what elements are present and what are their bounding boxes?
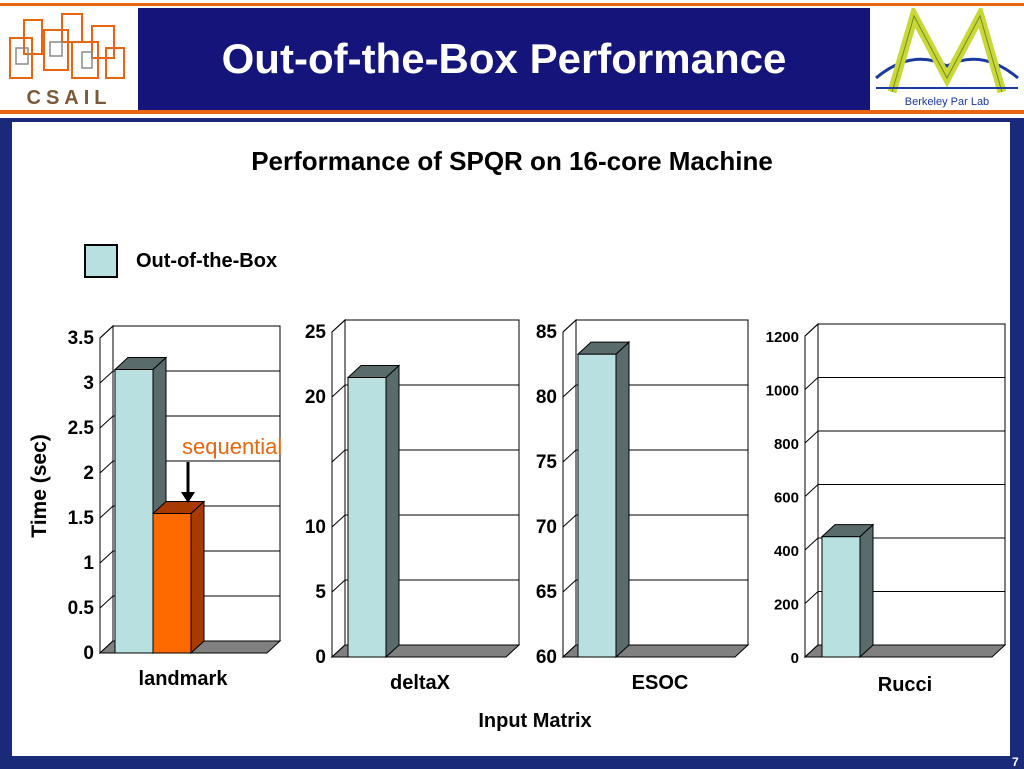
gridline-side — [99, 370, 114, 384]
y-tick-label: 1.5 — [68, 508, 95, 529]
legend-swatch — [84, 244, 118, 278]
gridline-side — [331, 579, 346, 593]
y-tick-label: 60 — [536, 647, 557, 668]
gridline-side — [804, 323, 819, 337]
slide-title: Out-of-the-Box Performance — [221, 35, 787, 82]
gridline-side — [99, 550, 114, 564]
plot-side-wall — [99, 324, 114, 655]
chart-title: Performance of SPQR on 16-core Machine — [251, 146, 773, 176]
sequential-annotation: sequential — [182, 434, 283, 459]
plot-side-wall — [562, 318, 577, 659]
y-tick-label: 75 — [536, 452, 558, 473]
bar-side — [615, 340, 630, 659]
x-axis-label: Input Matrix — [478, 710, 592, 732]
y-tick-label: 70 — [536, 517, 557, 538]
x-category-label: deltaX — [390, 672, 451, 694]
gridline-side — [804, 537, 819, 551]
gridline-side — [331, 514, 346, 528]
page-number: 7 — [1012, 755, 1019, 769]
berkeley-logo-text: Berkeley Par Lab — [905, 96, 989, 108]
x-category-label: ESOC — [632, 672, 689, 694]
bar — [114, 369, 154, 654]
x-category-label: Rucci — [878, 674, 932, 696]
bar-top — [346, 365, 401, 378]
bar — [347, 377, 387, 658]
bar-top — [820, 524, 875, 538]
bar-top — [151, 501, 206, 514]
y-tick-label: 800 — [774, 436, 799, 453]
title-band: Out-of-the-Box Performance — [138, 8, 870, 110]
annotation-arrow-head — [181, 492, 195, 503]
bar-top — [113, 357, 168, 370]
y-tick-label: 0.5 — [68, 598, 95, 619]
bar — [821, 536, 861, 658]
bar — [577, 353, 617, 658]
gridline-side — [562, 319, 577, 333]
gridline-side — [99, 415, 114, 429]
slide-header: CSAIL Out-of-the-Box Performance Berkele… — [0, 0, 1024, 118]
y-tick-label: 1 — [83, 553, 94, 574]
y-tick-label: 5 — [315, 582, 326, 603]
bar-side — [859, 523, 874, 659]
y-tick-label: 3 — [83, 373, 94, 394]
y-tick-label: 3.5 — [68, 328, 95, 349]
y-tick-label: 0 — [315, 647, 326, 668]
gridline-side — [562, 514, 577, 528]
plot-side-wall — [331, 318, 346, 659]
gridline-side — [804, 377, 819, 390]
y-tick-label: 0 — [791, 650, 799, 667]
csail-logo-text: CSAIL — [27, 87, 112, 109]
gridline-side — [99, 505, 114, 519]
y-tick-label: 2.5 — [68, 418, 95, 439]
gridline-side — [99, 460, 114, 474]
y-tick-label: 1000 — [766, 383, 799, 400]
gridline-side — [562, 384, 577, 398]
gridline-side — [804, 430, 819, 444]
y-tick-label: 2 — [83, 463, 94, 484]
gridline-side — [562, 449, 577, 463]
gridline-side — [804, 591, 819, 604]
y-tick-label: 0 — [83, 643, 94, 664]
y-tick-label: 1200 — [766, 329, 799, 346]
x-category-label: landmark — [139, 668, 229, 690]
bar-top — [576, 341, 631, 355]
y-tick-label: 600 — [774, 490, 799, 507]
y-tick-label: 400 — [774, 543, 799, 560]
berkeley-par-lab-logo: Berkeley Par Lab — [872, 4, 1022, 110]
y-tick-label: 65 — [536, 582, 558, 603]
y-tick-label: 80 — [536, 387, 557, 408]
y-tick-label: 85 — [536, 322, 558, 343]
bar-side — [385, 364, 400, 659]
bar-side — [190, 500, 205, 655]
gridline-side — [562, 579, 577, 593]
header-top-stripe — [0, 3, 1024, 6]
header-bottom-stripe — [0, 110, 1024, 114]
y-tick-label: 10 — [305, 517, 326, 538]
legend-label: Out-of-the-Box — [136, 250, 278, 272]
gridline-side — [99, 325, 114, 339]
csail-logo: CSAIL — [2, 8, 136, 110]
y-tick-label: 200 — [774, 597, 799, 614]
gridline-side — [99, 595, 114, 609]
gridline-side — [331, 384, 346, 398]
gridline-side — [331, 319, 346, 333]
y-tick-label: 25 — [305, 322, 327, 343]
gridline-side — [804, 484, 819, 497]
bar — [152, 513, 192, 654]
gridline-side — [331, 449, 346, 463]
y-tick-label: 20 — [305, 387, 326, 408]
